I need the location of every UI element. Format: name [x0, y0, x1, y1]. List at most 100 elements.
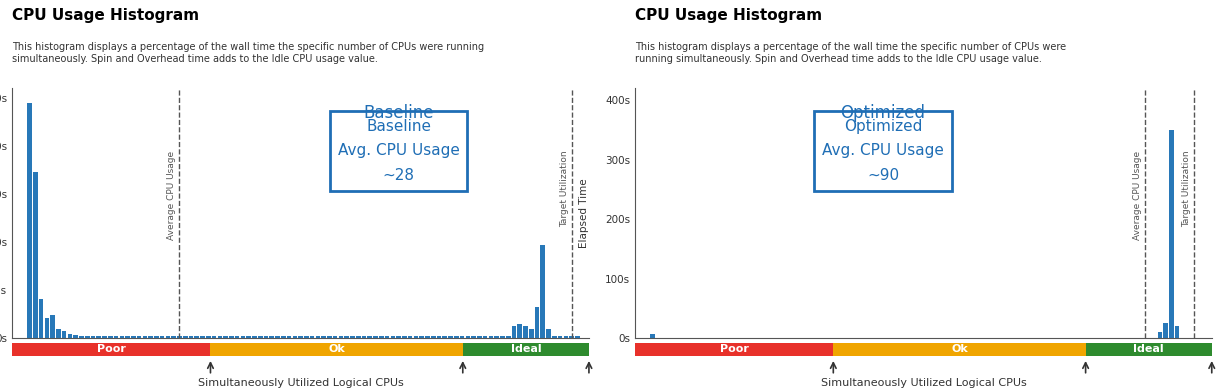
Bar [148, 336, 153, 338]
Bar [327, 336, 332, 338]
Text: This histogram displays a percentage of the wall time the specific number of CPU: This histogram displays a percentage of … [12, 42, 485, 64]
Text: Baseline
Avg. CPU Usage
~28: Baseline Avg. CPU Usage ~28 [338, 119, 459, 183]
Bar [102, 336, 106, 338]
Bar [390, 336, 395, 338]
Bar [541, 245, 545, 338]
Bar [137, 336, 142, 338]
Bar [339, 336, 343, 338]
Bar [420, 336, 424, 338]
Text: CPU Usage Histogram: CPU Usage Histogram [635, 8, 823, 23]
Text: Poor: Poor [720, 345, 749, 354]
Bar [563, 336, 568, 338]
Bar [1169, 130, 1174, 338]
Bar [518, 324, 523, 338]
Bar [241, 336, 245, 338]
Bar [408, 336, 412, 338]
Bar [114, 336, 119, 338]
Text: Target Utilization: Target Utilization [559, 151, 569, 227]
Bar [344, 336, 349, 338]
Bar [304, 336, 308, 338]
FancyBboxPatch shape [463, 343, 589, 356]
Bar [333, 336, 338, 338]
Bar [425, 336, 430, 338]
Bar [286, 336, 291, 338]
Bar [523, 326, 528, 338]
Bar [397, 336, 401, 338]
Bar [50, 315, 55, 338]
Bar [223, 336, 228, 338]
FancyBboxPatch shape [12, 343, 211, 356]
Bar [454, 336, 459, 338]
Text: Average CPU Usage: Average CPU Usage [1133, 151, 1142, 240]
Bar [125, 336, 130, 338]
Bar [165, 336, 170, 338]
Bar [218, 336, 223, 338]
Bar [252, 336, 257, 338]
Bar [465, 336, 470, 338]
Bar [108, 336, 113, 338]
Bar [442, 336, 447, 338]
Bar [1158, 332, 1162, 338]
Text: Optimized
Avg. CPU Usage
~90: Optimized Avg. CPU Usage ~90 [823, 119, 944, 183]
Bar [201, 336, 204, 338]
Bar [97, 336, 102, 338]
Bar [494, 336, 499, 338]
Bar [84, 336, 89, 338]
Bar [177, 336, 182, 338]
Bar [282, 336, 285, 338]
Bar [506, 336, 510, 338]
Bar [650, 334, 655, 338]
Bar [310, 336, 315, 338]
Bar [569, 336, 574, 338]
Bar [414, 336, 419, 338]
Bar [91, 336, 95, 338]
FancyBboxPatch shape [834, 343, 1086, 356]
Bar [437, 336, 442, 338]
Bar [246, 336, 251, 338]
Bar [299, 336, 302, 338]
Text: Target Utilization: Target Utilization [1182, 151, 1192, 227]
Bar [188, 336, 193, 338]
Bar [27, 103, 32, 338]
Text: Ok: Ok [328, 345, 345, 354]
Bar [1175, 326, 1180, 338]
Bar [460, 336, 464, 338]
Bar [488, 336, 493, 338]
Text: CPU Usage Histogram: CPU Usage Histogram [12, 8, 200, 23]
Bar [431, 336, 436, 338]
FancyBboxPatch shape [635, 343, 834, 356]
Bar [62, 331, 66, 338]
Bar [120, 336, 124, 338]
Y-axis label: Elapsed Time: Elapsed Time [579, 178, 589, 248]
Bar [401, 336, 406, 338]
Text: Ideal: Ideal [1133, 345, 1164, 354]
Text: Optimized: Optimized [841, 104, 925, 122]
Bar [258, 336, 262, 338]
Bar [552, 336, 557, 338]
Bar [350, 336, 355, 338]
FancyBboxPatch shape [211, 343, 463, 356]
Bar [477, 336, 482, 338]
Bar [471, 336, 476, 338]
Bar [229, 336, 234, 338]
Bar [269, 336, 274, 338]
Bar [293, 336, 297, 338]
Bar [575, 336, 580, 338]
Bar [195, 336, 200, 338]
Text: Simultaneously Utilized Logical CPUs: Simultaneously Utilized Logical CPUs [198, 378, 404, 388]
Bar [1163, 323, 1168, 338]
Bar [171, 336, 176, 338]
Bar [535, 307, 540, 338]
Bar [33, 172, 38, 338]
Bar [44, 318, 49, 338]
Bar [373, 336, 378, 338]
Bar [182, 336, 187, 338]
Bar [558, 336, 562, 338]
Text: Ideal: Ideal [510, 345, 541, 354]
Bar [316, 336, 321, 338]
Bar [529, 328, 534, 338]
Bar [131, 336, 136, 338]
Bar [160, 336, 164, 338]
Text: Ok: Ok [951, 345, 968, 354]
Bar [73, 335, 78, 338]
